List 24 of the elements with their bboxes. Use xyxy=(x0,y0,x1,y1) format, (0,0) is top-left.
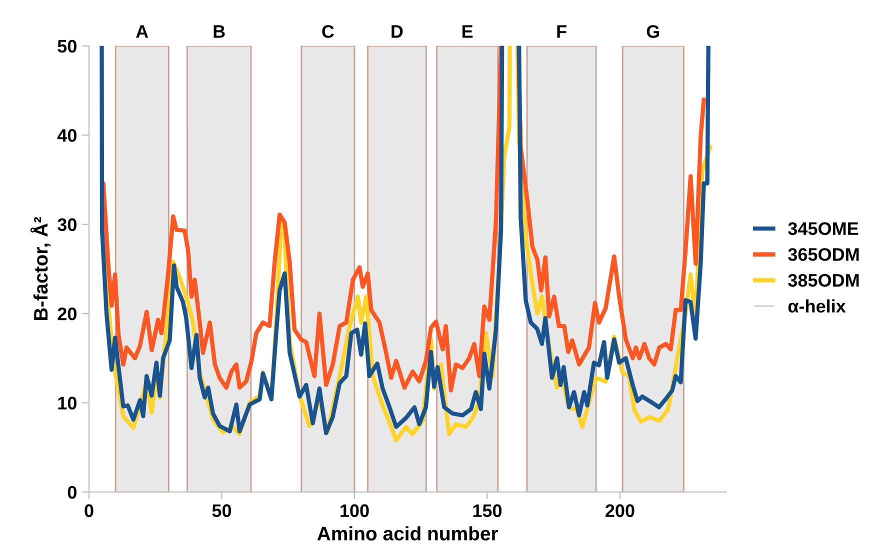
y-tick-label: 40 xyxy=(57,129,76,142)
band-label: A xyxy=(136,25,148,38)
band-label: G xyxy=(646,25,660,38)
band-label: B xyxy=(214,25,225,38)
y-axis-title: B-factor, Å² xyxy=(30,216,51,320)
y-tick-label: 10 xyxy=(58,396,76,410)
y-tick-label: 30 xyxy=(58,218,76,232)
legend-label: 385ODM xyxy=(788,274,859,287)
band-label: D xyxy=(392,25,403,38)
legend-label: 365ODM xyxy=(788,248,859,261)
text: α-helix xyxy=(788,299,846,313)
band-label: C xyxy=(322,25,334,38)
legend-label: 345OME xyxy=(788,222,858,236)
y-tick-label: 0 xyxy=(68,486,76,499)
band-label: E xyxy=(462,25,473,38)
x-tick-label: 50 xyxy=(212,504,232,518)
x-axis-title: Amino acid number xyxy=(317,526,498,540)
x-tick-label: 200 xyxy=(606,504,634,518)
y-tick-label: 50 xyxy=(58,40,76,53)
y-tick-label: 20 xyxy=(58,308,76,320)
x-tick-label: 150 xyxy=(473,504,502,518)
band-label: F xyxy=(557,25,566,38)
x-tick-label: 100 xyxy=(340,504,369,518)
x-tick-label: 0 xyxy=(84,504,94,518)
